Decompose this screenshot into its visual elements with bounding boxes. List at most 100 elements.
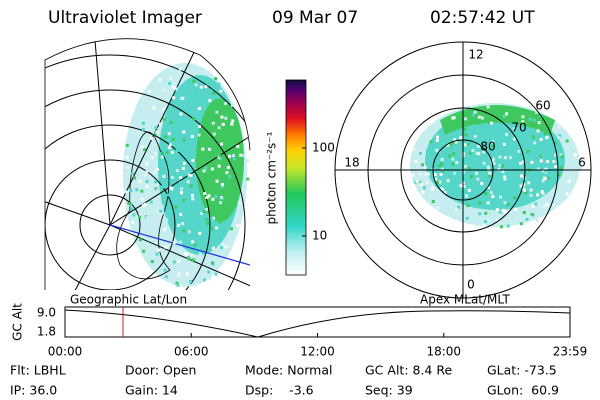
speckle [565, 192, 569, 196]
speckle [537, 121, 541, 125]
speckle [462, 152, 466, 156]
speckle [141, 127, 145, 131]
speckle [153, 161, 157, 165]
speckle [488, 171, 492, 175]
speckle [189, 184, 193, 188]
speckle [230, 122, 234, 126]
speckle [191, 197, 195, 201]
speckle [178, 67, 182, 71]
speckle [219, 89, 223, 93]
speckle [192, 117, 196, 121]
speckle [541, 192, 545, 196]
speckle [497, 167, 501, 171]
speckle [206, 222, 210, 226]
speckle [477, 115, 481, 119]
speckle [500, 223, 504, 227]
speckle [423, 173, 427, 177]
speckle [478, 212, 482, 216]
right-panel-label: Apex MLat/MLT [420, 293, 510, 307]
speckle [434, 177, 438, 181]
speckle [246, 177, 250, 181]
speckle [225, 171, 229, 175]
speckle [212, 132, 216, 136]
speckle [479, 143, 483, 147]
speckle [471, 149, 475, 153]
status-field: Flt: LBHL [10, 363, 66, 378]
speckle [482, 150, 486, 154]
speckle [158, 122, 162, 126]
speckle [514, 207, 518, 211]
speckle [535, 219, 539, 223]
y-tick-label: 9.0 [37, 306, 56, 320]
colorbar-unit: photon cm⁻²s⁻¹ [265, 131, 279, 224]
speckle [519, 222, 523, 226]
speckle [512, 127, 516, 131]
speckle [181, 222, 185, 226]
speckle [560, 155, 564, 159]
speckle [161, 211, 165, 215]
speckle [426, 172, 430, 176]
speckle [166, 193, 170, 197]
speckle [164, 135, 168, 139]
speckle [125, 155, 129, 159]
speckle [451, 116, 455, 120]
speckle [213, 243, 217, 247]
speckle [168, 81, 172, 85]
speckle [188, 283, 192, 287]
speckle [527, 181, 531, 185]
speckle [493, 207, 497, 211]
speckle [475, 171, 479, 175]
speckle [471, 113, 475, 117]
speckle [217, 126, 221, 130]
speckle [573, 153, 577, 157]
speckle [229, 227, 233, 231]
speckle [219, 195, 223, 199]
speckle [541, 153, 545, 157]
speckle [455, 172, 459, 176]
speckle [176, 283, 180, 287]
speckle [503, 201, 507, 205]
x-tick-label: 00:00 [48, 345, 83, 359]
speckle [548, 204, 552, 208]
speckle [450, 126, 454, 130]
speckle [143, 173, 147, 177]
speckle [429, 140, 433, 144]
speckle [131, 221, 135, 225]
speckle [491, 195, 495, 199]
speckle [218, 154, 222, 158]
speckle [212, 91, 216, 95]
speckle [471, 224, 475, 228]
speckle [475, 151, 479, 155]
speckle [204, 208, 208, 212]
speckle [557, 173, 561, 177]
speckle [423, 165, 427, 169]
speckle [505, 133, 509, 137]
speckle [543, 204, 547, 208]
speckle [542, 176, 546, 180]
speckle [467, 188, 471, 192]
speckle [435, 181, 439, 185]
speckle [448, 143, 452, 147]
speckle [210, 261, 214, 265]
speckle [210, 227, 214, 231]
y-label: GC Alt [11, 303, 25, 341]
speckle [463, 127, 467, 131]
speckle [127, 202, 131, 206]
speckle [503, 177, 507, 181]
title: Ultraviolet Imager [48, 8, 202, 28]
speckle [177, 223, 181, 227]
speckle [224, 116, 228, 120]
speckle [517, 149, 521, 153]
speckle [543, 132, 547, 136]
speckle [144, 189, 148, 193]
speckle [179, 212, 183, 216]
speckle [170, 175, 174, 179]
lat-label: 80 [480, 140, 495, 154]
colorbar-tick-label: 100 [312, 141, 335, 155]
speckle [430, 187, 434, 191]
speckle [440, 162, 444, 166]
speckle [175, 281, 179, 285]
speckle [211, 121, 215, 125]
speckle [130, 207, 134, 211]
speckle [203, 278, 207, 282]
